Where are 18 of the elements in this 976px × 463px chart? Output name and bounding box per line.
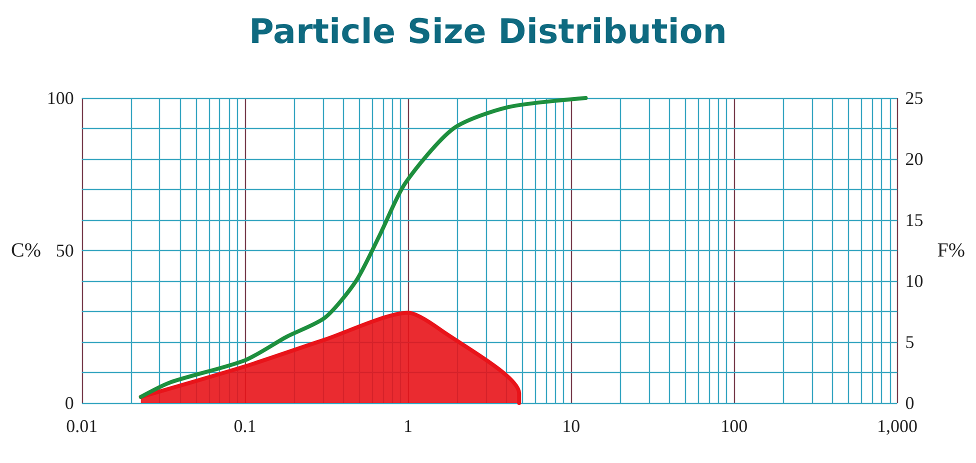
x-tick-label: 100 bbox=[720, 416, 748, 436]
y2-tick-label: 10 bbox=[905, 271, 924, 291]
x-tick-label: 10 bbox=[562, 416, 580, 436]
x-tick-label: 1,000 bbox=[876, 416, 918, 436]
y2-tick-label: 20 bbox=[905, 149, 924, 169]
y2-tick-label: 25 bbox=[905, 88, 924, 108]
x-tick-label: 0.01 bbox=[66, 416, 98, 436]
x-tick-label: 1 bbox=[404, 416, 413, 436]
y2-tick-label: 5 bbox=[905, 332, 914, 352]
y-tick-label: 100 bbox=[46, 88, 74, 108]
y2-axis-title: F% bbox=[937, 240, 966, 262]
chart-title: Particle Size Distribution bbox=[249, 12, 727, 52]
x-tick-label: 0.1 bbox=[234, 416, 256, 436]
y2-tick-label: 0 bbox=[905, 393, 914, 413]
y-axis-title: C% bbox=[11, 240, 41, 262]
y-tick-label: 50 bbox=[56, 240, 74, 260]
y2-tick-label: 15 bbox=[905, 210, 924, 230]
y-tick-label: 0 bbox=[64, 393, 74, 413]
